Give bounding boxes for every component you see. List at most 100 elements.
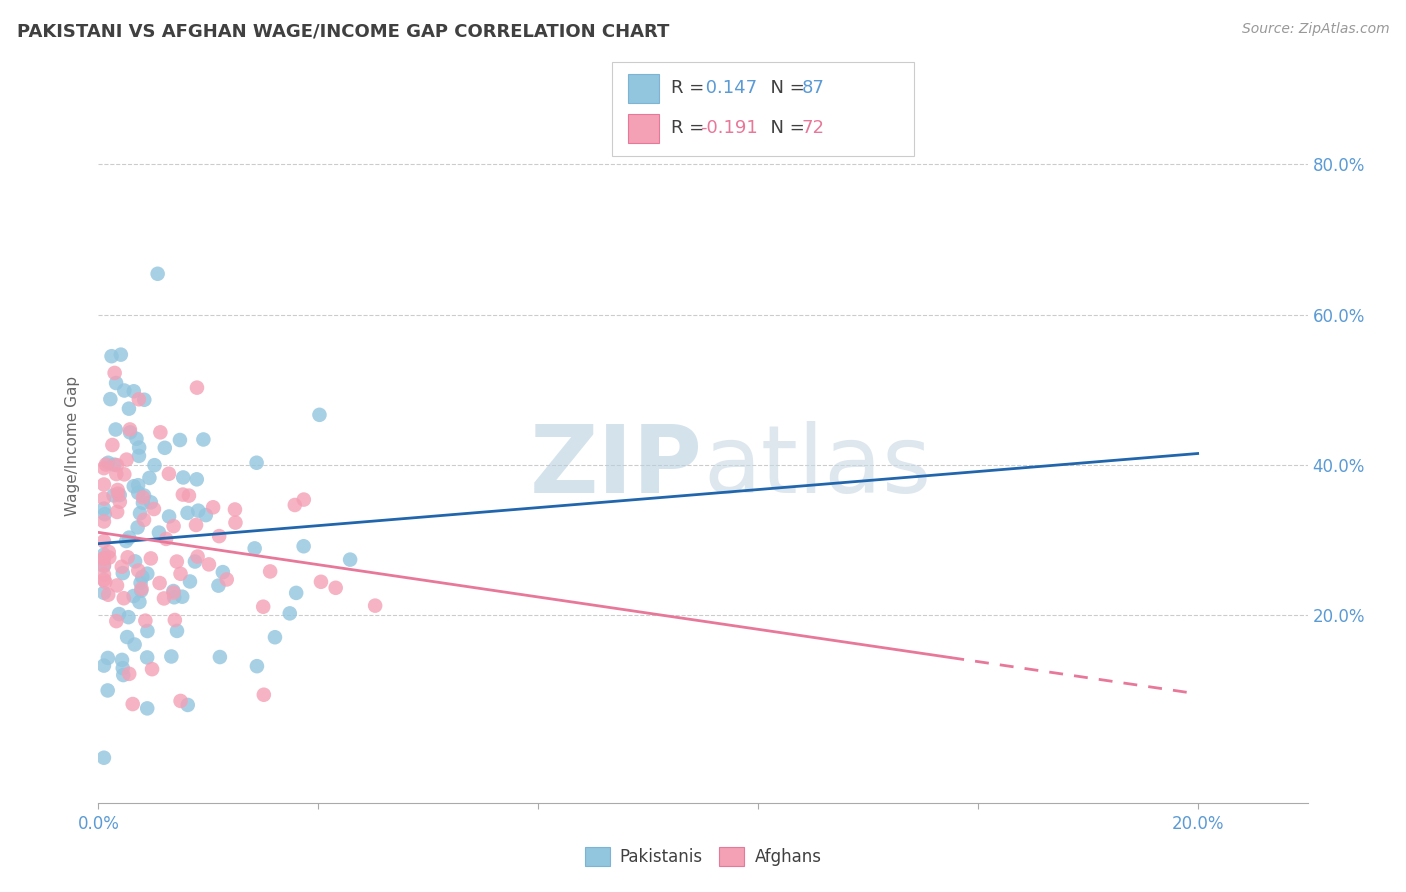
Text: R =: R = (671, 79, 710, 97)
Text: PAKISTANI VS AFGHAN WAGE/INCOME GAP CORRELATION CHART: PAKISTANI VS AFGHAN WAGE/INCOME GAP CORR… (17, 22, 669, 40)
Point (107, 486, 129, 500)
Point (105, 578, 128, 592)
Point (103, 458, 125, 472)
Point (98, 550, 121, 565)
Point (127, 563, 149, 577)
Point (122, 479, 145, 493)
Point (143, 458, 166, 472)
Point (253, 688, 276, 702)
Point (163, 613, 186, 627)
Point (93, 551, 115, 566)
Point (148, 525, 170, 540)
Point (132, 496, 155, 510)
Point (93, 567, 115, 582)
Point (107, 483, 129, 497)
Point (193, 433, 215, 447)
Text: 87: 87 (801, 79, 824, 97)
Point (292, 539, 315, 553)
Point (117, 550, 139, 565)
Point (136, 624, 159, 638)
Text: atlas: atlas (703, 421, 931, 514)
Point (97, 545, 120, 559)
Point (108, 607, 131, 621)
Legend: Pakistanis, Afghans: Pakistanis, Afghans (578, 840, 828, 873)
Point (112, 591, 135, 606)
Point (127, 520, 149, 534)
Point (111, 661, 134, 675)
Point (105, 467, 128, 481)
Point (149, 576, 172, 591)
Point (124, 638, 146, 652)
Point (169, 694, 191, 708)
Point (104, 422, 127, 436)
Point (94, 574, 117, 589)
Point (163, 591, 186, 605)
Point (149, 425, 172, 440)
Point (128, 449, 150, 463)
Point (128, 595, 150, 609)
Point (138, 471, 160, 485)
Point (132, 491, 155, 505)
Point (246, 659, 269, 673)
Point (101, 438, 124, 452)
Point (93, 573, 115, 587)
Point (184, 518, 207, 533)
Point (177, 489, 200, 503)
Point (202, 500, 225, 515)
Point (224, 502, 246, 516)
Point (94, 507, 117, 521)
Point (111, 653, 134, 667)
Point (105, 614, 128, 628)
Point (153, 591, 176, 606)
Point (162, 584, 184, 599)
Point (118, 425, 141, 440)
Point (136, 701, 159, 715)
Point (93, 548, 115, 562)
Point (208, 529, 231, 543)
Point (252, 599, 274, 614)
Point (160, 649, 183, 664)
Point (108, 488, 131, 502)
Point (259, 565, 281, 579)
Point (211, 565, 233, 579)
Point (100, 349, 122, 363)
Point (118, 401, 141, 416)
Point (186, 381, 208, 395)
Point (105, 458, 128, 472)
Point (122, 589, 145, 603)
Point (128, 441, 150, 455)
Point (364, 599, 387, 613)
Point (93, 534, 115, 549)
Point (129, 583, 152, 598)
Point (157, 509, 180, 524)
Point (124, 554, 146, 568)
Point (146, 267, 169, 281)
Point (121, 697, 143, 711)
Point (112, 668, 135, 682)
Point (93, 461, 115, 475)
Point (172, 470, 194, 484)
Point (207, 579, 229, 593)
Point (117, 610, 139, 624)
Text: N =: N = (759, 120, 811, 137)
Point (184, 555, 207, 569)
Point (127, 485, 149, 500)
Point (166, 624, 188, 638)
Point (172, 487, 194, 501)
Point (155, 532, 177, 546)
Point (136, 650, 159, 665)
Point (115, 630, 138, 644)
Point (141, 662, 163, 676)
Point (93, 515, 115, 529)
Point (179, 574, 201, 589)
Point (246, 456, 269, 470)
Point (285, 586, 308, 600)
Point (131, 570, 153, 584)
Point (132, 513, 155, 527)
Point (177, 698, 200, 712)
Point (208, 650, 231, 665)
Point (131, 582, 153, 596)
Point (129, 506, 152, 520)
Point (176, 506, 198, 520)
Point (172, 590, 194, 604)
